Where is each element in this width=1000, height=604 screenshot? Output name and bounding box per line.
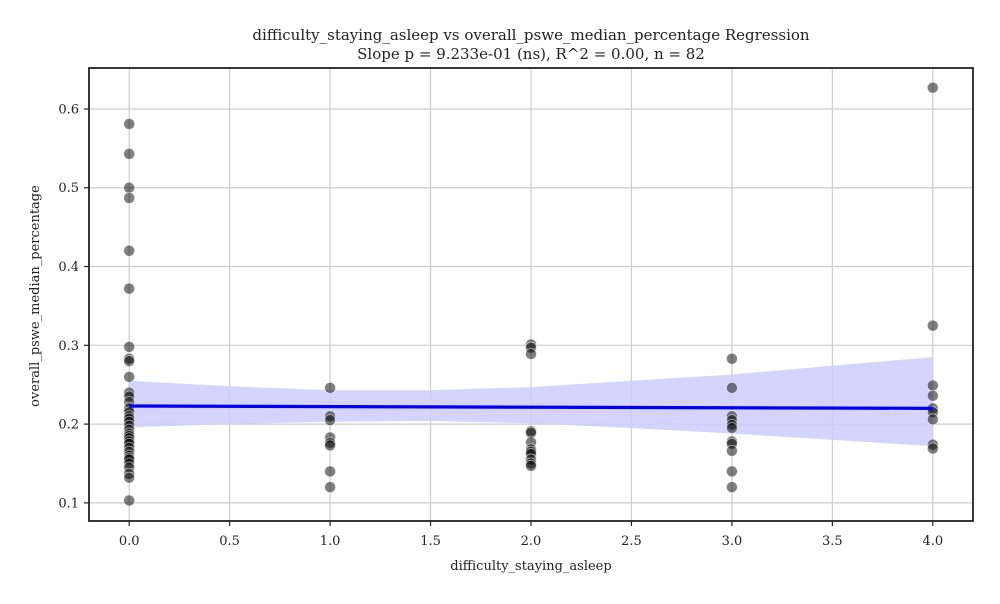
data-point: [926, 81, 939, 94]
data-point: [123, 181, 136, 194]
data-point: [926, 413, 939, 426]
x-tick-label: 0.5: [219, 534, 240, 549]
x-tick-label: 0.0: [119, 534, 140, 549]
chart-subtitle: Slope p = 9.233e-01 (ns), R^2 = 0.00, n …: [357, 45, 705, 63]
data-point: [324, 381, 336, 394]
data-point: [123, 340, 136, 353]
data-point: [123, 471, 136, 484]
x-tick-label: 2.5: [621, 534, 642, 549]
data-point: [123, 370, 136, 383]
x-axis-ticks: 0.0 0.5 1.0 1.5 2.0 2.5 3.0 3.5 4.0: [119, 521, 943, 549]
data-point: [123, 355, 136, 367]
data-point: [525, 459, 537, 472]
x-tick-label: 4.0: [922, 534, 943, 549]
x-tick-label: 2.0: [521, 534, 542, 549]
x-tick-label: 3.5: [822, 534, 843, 549]
data-point: [525, 348, 537, 360]
data-point: [726, 444, 738, 457]
data-point: [726, 422, 738, 434]
x-axis-label: difficulty_staying_asleep: [450, 559, 611, 574]
y-tick-label: 0.6: [58, 102, 79, 117]
data-point: [123, 192, 136, 204]
y-tick-label: 0.2: [58, 418, 79, 433]
x-tick-label: 3.0: [722, 534, 743, 549]
y-tick-label: 0.4: [58, 260, 79, 275]
y-tick-label: 0.5: [58, 181, 79, 196]
data-point: [324, 481, 336, 494]
data-point: [123, 118, 136, 130]
y-axis-ticks: 0.1 0.2 0.3 0.4 0.5 0.6: [58, 102, 89, 511]
grid-lines: [89, 68, 973, 521]
data-point: [123, 494, 136, 507]
chart-title: difficulty_staying_asleep vs overall_psw…: [252, 26, 809, 44]
regression-line-layer: [129, 404, 933, 410]
data-point: [726, 465, 738, 478]
data-point: [324, 465, 336, 478]
data-point: [726, 481, 738, 494]
x-tick-label: 1.0: [320, 534, 341, 549]
data-point: [726, 352, 738, 365]
data-point: [726, 381, 738, 394]
data-point: [123, 244, 136, 257]
data-point: [926, 319, 939, 332]
data-point: [926, 442, 939, 455]
y-axis-label: overall_pswe_median_percentage: [28, 185, 43, 407]
data-points: [123, 81, 939, 507]
data-point: [926, 379, 939, 392]
x-tick-label: 1.5: [420, 534, 441, 549]
y-tick-label: 0.3: [58, 339, 79, 354]
regression-line: [129, 404, 933, 410]
data-point: [324, 414, 336, 427]
data-point: [926, 389, 939, 402]
data-point: [324, 439, 336, 452]
y-tick-label: 0.1: [58, 496, 79, 511]
data-point: [123, 282, 136, 295]
data-point: [123, 147, 136, 160]
